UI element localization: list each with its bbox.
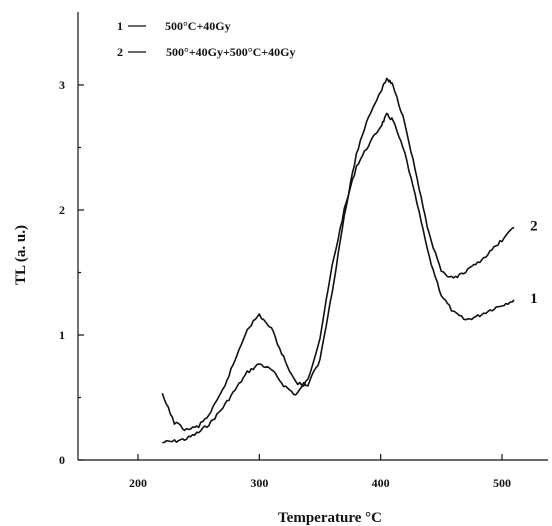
y-tick-label: 1 xyxy=(59,328,65,342)
y-axis-label: TL (a. u.) xyxy=(13,225,29,285)
legend-number-2: 2 xyxy=(117,45,123,59)
x-axis-label: Temperature °C xyxy=(278,510,382,526)
tick-marks xyxy=(78,84,503,461)
x-tick-label: 200 xyxy=(129,476,147,490)
legend-text-2: 500°+40Gy+500°C+40Gy xyxy=(166,45,295,59)
series-line-1 xyxy=(162,112,515,444)
curve-labels: 12 xyxy=(530,219,538,308)
x-tick-label: 500 xyxy=(493,476,511,490)
series-line-2 xyxy=(161,77,515,432)
x-tick-label: 300 xyxy=(250,476,268,490)
x-tick-label: 400 xyxy=(372,476,390,490)
curve-label-1: 1 xyxy=(530,291,538,307)
curve-label-2: 2 xyxy=(530,219,538,235)
y-tick-label: 3 xyxy=(59,78,65,92)
series-lines xyxy=(161,77,515,444)
legend: 1 500°C+40Gy 2 500°+40Gy+500°C+40Gy xyxy=(117,19,295,59)
y-tick-label: 2 xyxy=(59,203,65,217)
y-tick-label: 0 xyxy=(59,453,65,467)
legend-text-1: 500°C+40Gy xyxy=(165,19,231,33)
tick-labels: 200 300 400 500 0 1 2 3 xyxy=(59,78,511,490)
axes xyxy=(77,12,548,461)
legend-number-1: 1 xyxy=(117,19,123,33)
